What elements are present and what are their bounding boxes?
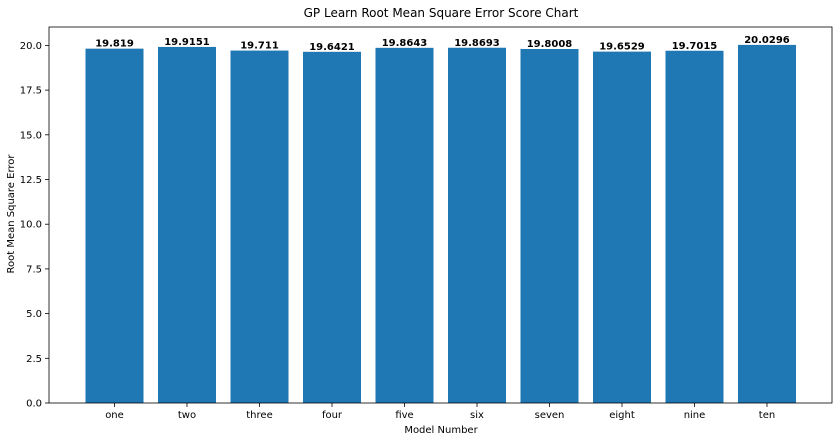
bar-two <box>158 46 216 404</box>
bar-five <box>375 47 434 404</box>
data-label-one: 19.819 <box>95 39 134 50</box>
y-tick-label: 5.0 <box>26 309 42 320</box>
data-label-two: 19.9151 <box>164 37 210 48</box>
x-axis-ticks: one two three four five six seven eight nine ten <box>105 403 775 421</box>
data-label-eight: 19.6529 <box>599 42 645 53</box>
y-tick-label: 0.0 <box>26 399 42 410</box>
data-label-five: 19.8643 <box>382 38 428 49</box>
y-tick-label: 7.5 <box>26 264 42 275</box>
x-tick-label-two: two <box>178 410 196 421</box>
y-axis-label: Root Mean Square Error <box>6 154 17 274</box>
bar-eight <box>593 51 651 404</box>
y-axis-ticks: 0.0 2.5 5.0 7.5 10.0 12.5 15.0 17.5 20.0 <box>20 41 49 410</box>
bar-seven <box>520 48 579 403</box>
x-tick-label-five: five <box>395 410 413 421</box>
x-tick-label-seven: seven <box>535 410 565 421</box>
data-label-six: 19.8693 <box>454 38 500 49</box>
x-tick-label-nine: nine <box>684 410 706 421</box>
data-label-seven: 19.8008 <box>527 39 573 50</box>
x-tick-label-eight: eight <box>609 410 635 421</box>
x-axis-label: Model Number <box>404 425 478 436</box>
bar-four <box>303 51 361 404</box>
data-label-three: 19.711 <box>240 41 279 52</box>
bar-one <box>85 48 144 404</box>
bars-group <box>85 44 796 404</box>
x-tick-label-four: four <box>322 410 343 421</box>
x-tick-label-three: three <box>246 410 272 421</box>
y-tick-label: 2.5 <box>26 354 42 365</box>
x-tick-label-ten: ten <box>759 410 775 421</box>
x-tick-label-six: six <box>470 410 484 421</box>
bar-nine <box>665 50 724 403</box>
plot-frame <box>48 26 833 404</box>
y-tick-label: 10.0 <box>20 220 42 231</box>
y-tick-label: 12.5 <box>20 175 42 186</box>
bar-six <box>448 47 506 403</box>
data-label-ten: 20.0296 <box>744 35 790 46</box>
x-tick-label-one: one <box>105 410 124 421</box>
chart-title: GP Learn Root Mean Square Error Score Ch… <box>304 6 579 20</box>
y-tick-label: 15.0 <box>20 130 42 141</box>
data-label-four: 19.6421 <box>309 42 355 53</box>
y-tick-label: 17.5 <box>20 86 42 97</box>
data-labels-group: 19.819 19.9151 19.711 19.6421 19.8643 19.8693… <box>95 35 790 53</box>
data-label-nine: 19.7015 <box>672 41 718 52</box>
bar-ten <box>738 44 796 403</box>
bar-three <box>230 50 289 403</box>
y-tick-label: 20.0 <box>20 41 42 52</box>
